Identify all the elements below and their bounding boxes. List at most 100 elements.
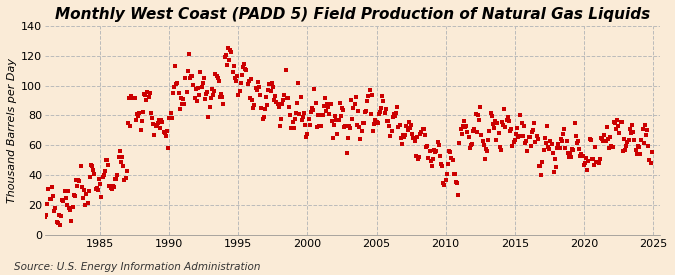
Point	[110, 177, 121, 182]
Point	[508, 140, 519, 144]
Point	[218, 102, 229, 106]
Point	[52, 221, 63, 226]
Point	[623, 138, 634, 142]
Point	[132, 112, 142, 116]
Point	[236, 73, 247, 77]
Point	[487, 122, 498, 126]
Point	[205, 96, 216, 101]
Point	[47, 185, 57, 189]
Point	[290, 111, 301, 115]
Title: Monthly West Coast (PADD 5) Field Production of Natural Gas Liquids: Monthly West Coast (PADD 5) Field Produc…	[55, 7, 650, 22]
Point	[228, 64, 239, 69]
Point	[528, 128, 539, 132]
Point	[493, 131, 504, 136]
Point	[603, 136, 614, 141]
Point	[174, 107, 185, 111]
Point	[645, 161, 656, 165]
Point	[580, 161, 591, 165]
Point	[252, 79, 263, 84]
Point	[181, 89, 192, 94]
Point	[381, 118, 392, 123]
Point	[219, 54, 230, 59]
Point	[450, 171, 460, 176]
Point	[407, 132, 418, 136]
Point	[285, 113, 296, 117]
Point	[124, 95, 134, 100]
Point	[575, 153, 586, 158]
Point	[418, 126, 429, 131]
Point	[375, 109, 385, 114]
Point	[428, 157, 439, 162]
Point	[211, 74, 222, 78]
Point	[231, 79, 242, 83]
Point	[286, 126, 297, 130]
Point	[408, 136, 418, 141]
Point	[148, 122, 159, 126]
Point	[300, 123, 310, 127]
Point	[605, 135, 616, 139]
Point	[250, 86, 261, 90]
Point	[587, 157, 597, 161]
Point	[401, 124, 412, 129]
Point	[454, 141, 465, 145]
Point	[138, 91, 149, 96]
Point	[549, 157, 560, 161]
Point	[138, 109, 148, 114]
Point	[618, 149, 628, 153]
Point	[396, 142, 407, 146]
Point	[166, 116, 177, 120]
Point	[66, 219, 77, 224]
Point	[308, 108, 319, 112]
Point	[363, 93, 374, 98]
Point	[599, 133, 610, 138]
Point	[40, 215, 51, 220]
Point	[612, 117, 622, 122]
Point	[239, 61, 250, 66]
Point	[399, 135, 410, 140]
Point	[642, 128, 653, 133]
Point	[373, 112, 384, 116]
Point	[574, 147, 585, 151]
Point	[347, 116, 358, 121]
Point	[135, 127, 146, 132]
Point	[365, 112, 376, 116]
Point	[127, 96, 138, 101]
Point	[556, 139, 567, 143]
Point	[533, 137, 543, 141]
Point	[490, 119, 501, 123]
Point	[639, 123, 650, 127]
Point	[384, 123, 395, 128]
Point	[269, 98, 279, 102]
Point	[313, 113, 323, 118]
Point	[311, 125, 322, 130]
Point	[462, 130, 473, 134]
Point	[350, 95, 361, 100]
Point	[552, 145, 563, 150]
Point	[143, 95, 154, 99]
Point	[151, 123, 162, 128]
Point	[409, 139, 420, 143]
Point	[629, 137, 640, 142]
Point	[261, 95, 271, 100]
Point	[432, 140, 443, 144]
Point	[279, 93, 290, 97]
Point	[482, 148, 493, 153]
Point	[99, 173, 109, 177]
Point	[398, 133, 408, 138]
Point	[406, 123, 416, 127]
Point	[364, 88, 375, 92]
Point	[410, 153, 421, 158]
Point	[624, 126, 635, 131]
Point	[447, 158, 458, 163]
Point	[588, 156, 599, 161]
Point	[281, 96, 292, 100]
Point	[254, 84, 265, 89]
Point	[441, 171, 452, 176]
Point	[267, 84, 278, 89]
Point	[140, 93, 151, 97]
Point	[223, 58, 234, 62]
Point	[608, 145, 618, 149]
Point	[477, 139, 488, 143]
Point	[314, 124, 325, 128]
Point	[195, 70, 206, 75]
